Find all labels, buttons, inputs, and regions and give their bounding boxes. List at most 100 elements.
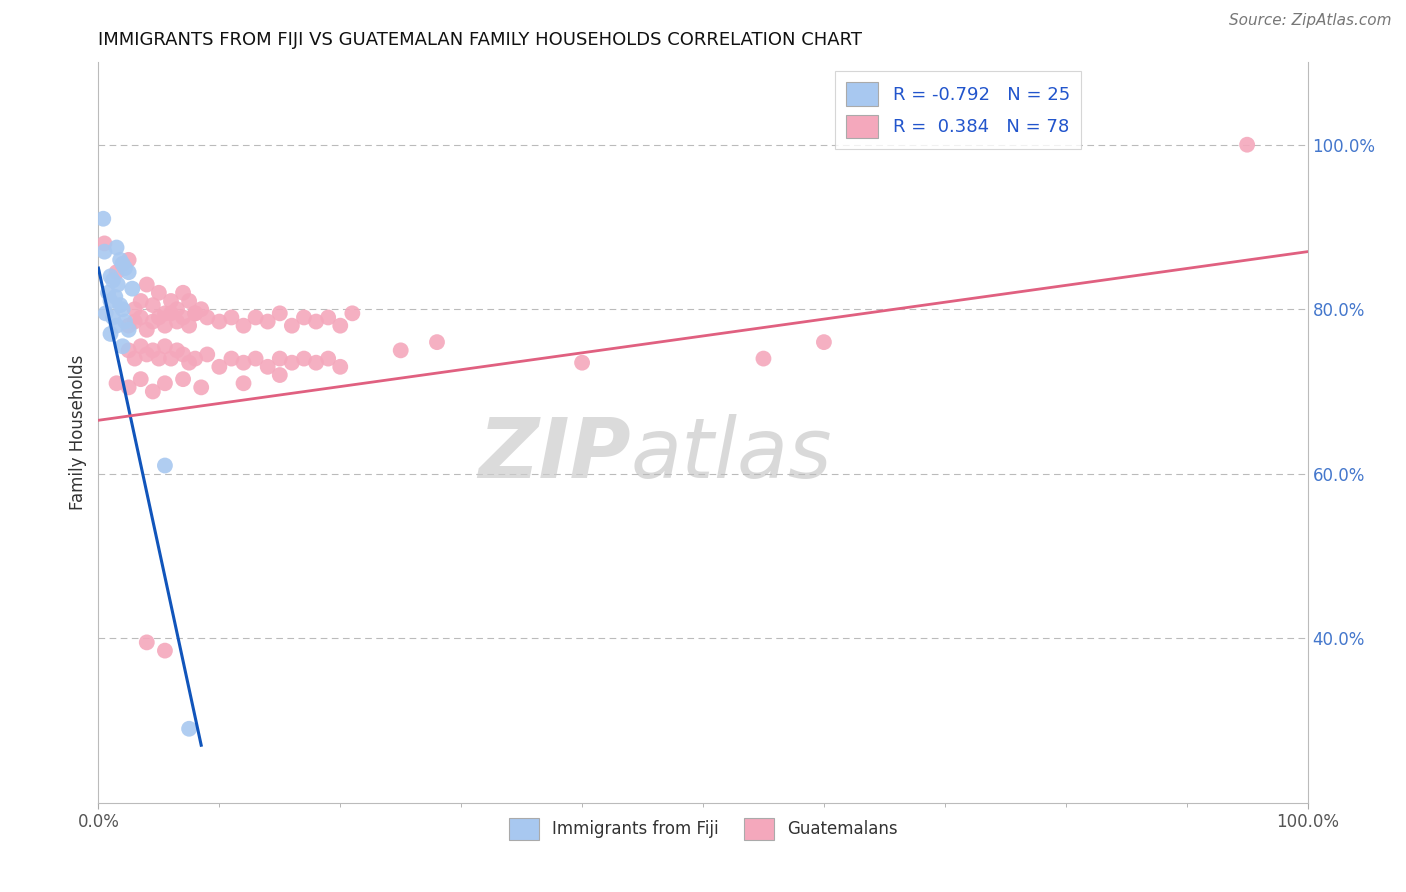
Point bbox=[245, 351, 267, 366]
Point bbox=[118, 265, 141, 279]
Legend: Immigrants from Fiji, Guatemalans: Immigrants from Fiji, Guatemalans bbox=[502, 812, 904, 847]
Point bbox=[221, 351, 243, 366]
Point bbox=[94, 306, 117, 320]
Text: ZIP: ZIP bbox=[478, 414, 630, 495]
Point bbox=[232, 318, 254, 333]
Point bbox=[114, 314, 136, 328]
Point bbox=[281, 318, 304, 333]
Point bbox=[105, 376, 128, 391]
Point bbox=[184, 306, 207, 320]
Point bbox=[269, 306, 291, 320]
Point bbox=[232, 376, 254, 391]
Point bbox=[142, 298, 165, 312]
Point bbox=[179, 293, 201, 308]
Point bbox=[129, 372, 152, 386]
Point bbox=[100, 269, 122, 284]
Point bbox=[208, 359, 231, 374]
Point bbox=[124, 314, 146, 328]
Point bbox=[571, 356, 593, 370]
Point bbox=[256, 314, 278, 328]
Point bbox=[129, 339, 152, 353]
Point bbox=[111, 339, 134, 353]
Point bbox=[108, 252, 131, 267]
Point bbox=[129, 310, 152, 325]
Point bbox=[108, 298, 131, 312]
Point bbox=[153, 306, 176, 320]
Point bbox=[245, 310, 267, 325]
Point bbox=[160, 293, 183, 308]
Point bbox=[118, 343, 141, 358]
Point bbox=[153, 643, 176, 657]
Point bbox=[195, 347, 218, 361]
Point bbox=[107, 277, 129, 292]
Point bbox=[118, 252, 141, 267]
Point bbox=[124, 351, 146, 366]
Point bbox=[100, 326, 122, 341]
Point bbox=[148, 310, 170, 325]
Point bbox=[184, 306, 207, 320]
Point bbox=[316, 351, 339, 366]
Point bbox=[118, 323, 141, 337]
Point bbox=[813, 335, 835, 350]
Point bbox=[118, 318, 141, 333]
Point bbox=[135, 635, 157, 649]
Point bbox=[172, 372, 194, 386]
Point bbox=[752, 351, 775, 366]
Point bbox=[93, 244, 115, 259]
Point bbox=[292, 351, 315, 366]
Point bbox=[195, 310, 218, 325]
Point bbox=[97, 285, 120, 300]
Point bbox=[142, 314, 165, 328]
Point bbox=[281, 356, 304, 370]
Text: atlas: atlas bbox=[630, 414, 832, 495]
Point bbox=[91, 211, 114, 226]
Point bbox=[124, 302, 146, 317]
Point bbox=[426, 335, 449, 350]
Point bbox=[172, 347, 194, 361]
Point bbox=[101, 273, 124, 287]
Point bbox=[389, 343, 412, 358]
Point bbox=[166, 314, 188, 328]
Point bbox=[118, 380, 141, 394]
Point bbox=[190, 380, 212, 394]
Point bbox=[179, 722, 201, 736]
Point bbox=[142, 343, 165, 358]
Point bbox=[148, 351, 170, 366]
Point bbox=[179, 318, 201, 333]
Point bbox=[269, 368, 291, 382]
Point bbox=[184, 351, 207, 366]
Point bbox=[1236, 137, 1258, 152]
Point bbox=[208, 314, 231, 328]
Point bbox=[153, 339, 176, 353]
Point bbox=[292, 310, 315, 325]
Point bbox=[269, 351, 291, 366]
Point bbox=[121, 282, 143, 296]
Point bbox=[105, 318, 128, 333]
Point bbox=[232, 356, 254, 370]
Point bbox=[172, 285, 194, 300]
Point bbox=[111, 257, 134, 271]
Point bbox=[179, 356, 201, 370]
Point bbox=[190, 302, 212, 317]
Text: Source: ZipAtlas.com: Source: ZipAtlas.com bbox=[1229, 13, 1392, 29]
Point bbox=[153, 458, 176, 473]
Point bbox=[256, 359, 278, 374]
Point bbox=[153, 376, 176, 391]
Point bbox=[104, 290, 127, 304]
Point bbox=[221, 310, 243, 325]
Point bbox=[305, 356, 328, 370]
Point bbox=[342, 306, 364, 320]
Point bbox=[105, 240, 128, 255]
Y-axis label: Family Households: Family Households bbox=[69, 355, 87, 510]
Point bbox=[305, 314, 328, 328]
Point bbox=[172, 310, 194, 325]
Point bbox=[129, 293, 152, 308]
Text: IMMIGRANTS FROM FIJI VS GUATEMALAN FAMILY HOUSEHOLDS CORRELATION CHART: IMMIGRANTS FROM FIJI VS GUATEMALAN FAMIL… bbox=[98, 31, 862, 49]
Point bbox=[135, 347, 157, 361]
Point bbox=[135, 323, 157, 337]
Point bbox=[160, 351, 183, 366]
Point bbox=[160, 306, 183, 320]
Point bbox=[166, 302, 188, 317]
Point bbox=[329, 359, 352, 374]
Point bbox=[111, 302, 134, 317]
